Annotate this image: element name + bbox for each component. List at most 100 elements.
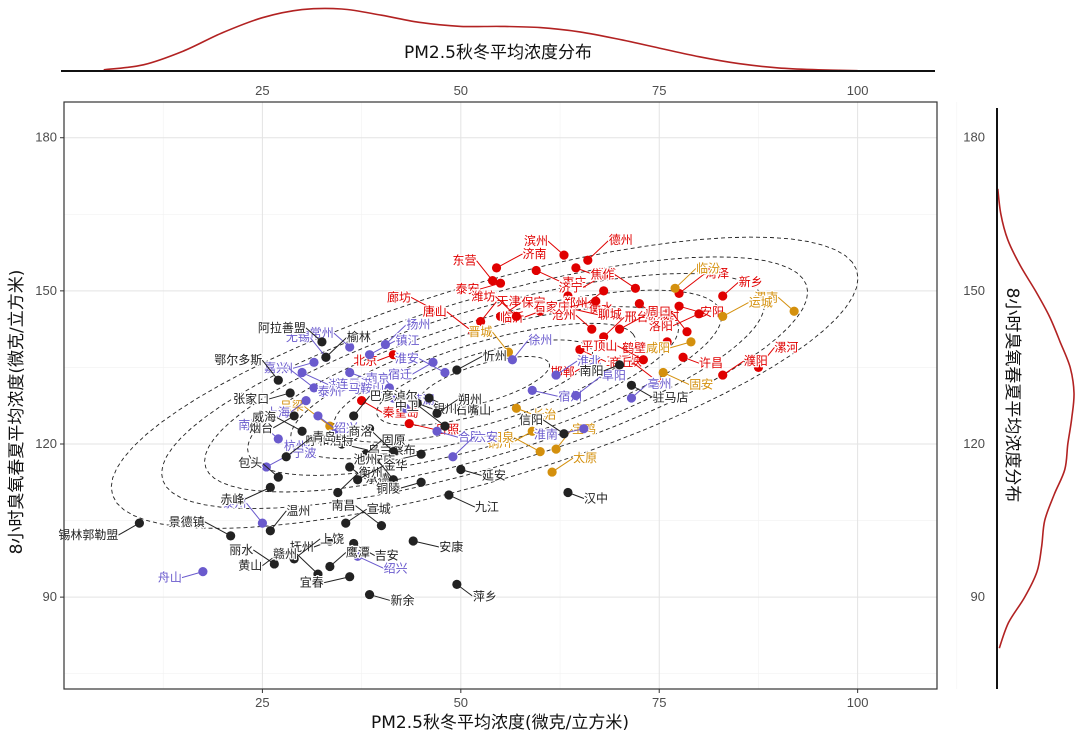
point-label: 东营 [453, 254, 477, 268]
label-leader-line [285, 436, 313, 458]
point-label: 驻马店 [652, 389, 688, 404]
data-point [583, 255, 593, 265]
data-point [452, 365, 462, 375]
density-contour [161, 256, 809, 510]
data-point [273, 472, 283, 482]
y-tick-label: 120 [35, 436, 57, 451]
label-leader-line [369, 340, 396, 356]
data-point [448, 452, 458, 462]
data-point [551, 444, 561, 454]
right-density-title: 8小时臭氧春夏平均浓度分布 [1002, 288, 1022, 503]
data-point [527, 426, 537, 436]
data-point [364, 350, 375, 360]
data-point [535, 447, 545, 457]
data-point [753, 362, 764, 373]
data-point [325, 536, 335, 546]
point-label: 吉安 [375, 548, 399, 563]
point-label: 焦作 [590, 267, 614, 281]
data-point [575, 344, 585, 355]
label-leader-line [428, 397, 456, 411]
label-leader-line [307, 433, 335, 447]
x-tick-label: 50 [454, 695, 468, 710]
point-label: 苏州 [269, 361, 293, 375]
point-label: 南通 [238, 417, 262, 432]
data-point [559, 429, 569, 439]
right-y-tick-label: 150 [963, 283, 985, 298]
label-leader-line [678, 273, 706, 294]
data-point [408, 536, 418, 546]
label-leader-line [632, 362, 660, 384]
point-label: 鄂尔多斯 [214, 352, 262, 367]
top-x-tick-label: 100 [847, 83, 869, 98]
data-point [495, 311, 506, 321]
right-y-tick-label: 90 [971, 589, 985, 604]
data-point [432, 306, 442, 316]
point-label: 连云港 [336, 376, 372, 391]
label-leader-line [722, 301, 749, 317]
label-leader-line [619, 314, 646, 330]
data-point [551, 370, 561, 380]
data-point [273, 434, 283, 444]
data-point [432, 426, 442, 436]
point-label: 六安 [474, 429, 498, 444]
point-label: 潍坊 [471, 288, 495, 303]
data-point [491, 263, 502, 273]
data-point [563, 487, 573, 498]
data-point [265, 482, 275, 492]
data-point [670, 283, 680, 293]
data-point [313, 569, 323, 579]
main-plot-panel: 25507510090120150180滨州德州济南东营泰安枣庄淄博济宁廊坊天津… [35, 101, 958, 710]
data-point [634, 299, 644, 309]
point-label: 开封 [655, 309, 679, 323]
data-point [376, 521, 387, 531]
point-label: 周口 [647, 305, 671, 319]
point-label: 鹤壁 [622, 340, 646, 355]
label-leader-line [325, 336, 348, 358]
label-leader-line [513, 437, 541, 453]
point-label: 徐州 [528, 332, 552, 347]
y-tick-label: 150 [35, 283, 57, 298]
x-tick-label: 75 [652, 695, 666, 710]
data-point [345, 342, 355, 352]
label-leader-line [385, 324, 407, 345]
data-point [686, 337, 696, 347]
data-point [134, 518, 144, 528]
data-point [309, 383, 319, 393]
density-contour [419, 356, 550, 410]
data-point [614, 360, 625, 370]
label-leader-line [448, 494, 476, 508]
point-label: 太原 [573, 450, 597, 465]
point-label: 舟山 [158, 571, 182, 585]
x-tick-label: 25 [255, 695, 269, 710]
top-x-tick-label: 50 [454, 83, 468, 98]
data-point [388, 475, 398, 485]
data-point [353, 475, 363, 485]
label-leader-line [575, 375, 603, 396]
top-density-title: PM2.5秋冬平均浓度分布 [404, 43, 592, 63]
point-label: 宜春 [300, 575, 324, 590]
top-density-panel: 25 50 75 100 [61, 7, 935, 98]
data-point [559, 250, 569, 260]
point-label: 新乡 [739, 274, 763, 289]
data-point [662, 337, 672, 347]
data-point [571, 263, 581, 273]
point-label: 许昌 [699, 356, 723, 370]
point-label: 嘉兴 [264, 361, 288, 375]
point-label: 济宁 [559, 280, 583, 295]
point-label: 新余 [391, 593, 415, 608]
point-label: 铜川 [487, 435, 511, 450]
data-point [364, 589, 375, 600]
point-label: 阜阳 [602, 369, 626, 383]
data-point [337, 439, 347, 449]
data-point [587, 324, 597, 334]
point-label: 巴彦淖尔 [370, 388, 418, 403]
data-point [468, 327, 478, 337]
label-leader-line [495, 296, 517, 317]
data-point [599, 332, 609, 342]
data-point [563, 291, 573, 301]
point-label: 安庆 [371, 452, 395, 467]
data-point [535, 306, 545, 316]
data-point [404, 418, 414, 429]
